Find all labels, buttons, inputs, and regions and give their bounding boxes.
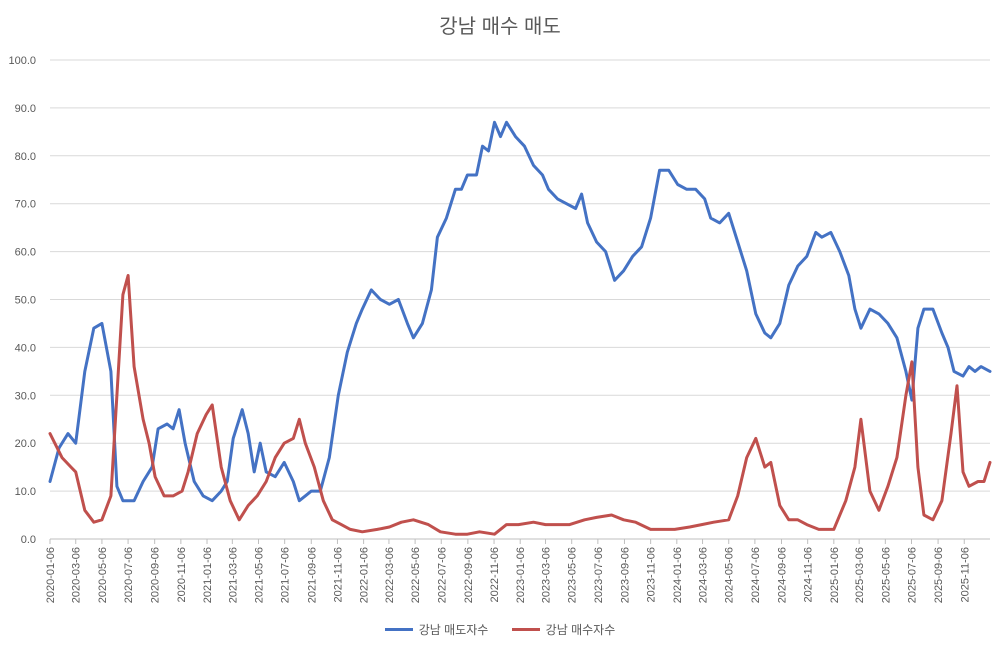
- legend-item-buy: 강남 매수자수: [511, 621, 616, 638]
- legend-label-buy: 강남 매수자수: [545, 623, 616, 637]
- x-tick-label: 2022-11-06: [489, 547, 501, 602]
- y-axis: 0.0 10.0 20.0 30.0 40.0 50.0 60.0 70.0 80.0 90.0 1…: [8, 55, 36, 546]
- x-tick-label: 2020-03-06: [71, 547, 83, 603]
- y-tick-label: 70.0: [15, 199, 36, 211]
- y-tick-label: 60.0: [15, 247, 36, 259]
- series-line-sell: [48, 120, 992, 503]
- y-tick-label: 30.0: [15, 390, 36, 402]
- legend-swatch-sell: [384, 628, 413, 631]
- x-tick-label: 2025-03-06: [854, 547, 866, 603]
- x-axis: 2020-01-06 2020-03-06 2020-05-06 2020-07-06…: [45, 538, 990, 603]
- gridlines: [50, 59, 990, 492]
- x-tick-label: 2021-05-06: [254, 547, 266, 603]
- x-tick-label: 2020-07-06: [123, 547, 135, 603]
- x-tick-label: 2022-07-06: [436, 547, 448, 603]
- chart-title: 강남 매수 매도: [439, 16, 561, 38]
- legend-item-sell: 강남 매도자수: [384, 621, 489, 638]
- x-tick-label: 2022-03-06: [384, 547, 396, 603]
- x-tick-label: 2021-11-06: [332, 547, 344, 602]
- y-tick-label: 90.0: [15, 103, 36, 115]
- x-tick-label: 2023-03-06: [541, 547, 553, 603]
- series-lines: [48, 120, 992, 536]
- x-tick-label: 2023-01-06: [515, 547, 527, 603]
- y-tick-label: 100.0: [8, 55, 36, 67]
- y-tick-label: 80.0: [15, 151, 36, 163]
- series-line-buy: [48, 274, 992, 536]
- x-tick-label: 2024-05-06: [724, 547, 736, 603]
- x-tick-label: 2021-03-06: [227, 547, 239, 603]
- x-tick-label: 2020-09-06: [150, 547, 162, 603]
- x-tick-label: 2024-03-06: [698, 547, 710, 603]
- x-tick-label: 2024-01-06: [672, 547, 684, 603]
- legend-label-sell: 강남 매도자수: [418, 623, 489, 637]
- x-tick-label: 2023-05-06: [567, 547, 579, 603]
- x-tick-label: 2025-09-06: [933, 547, 945, 603]
- x-tick-label: 2020-05-06: [97, 547, 109, 603]
- y-tick-label: 50.0: [15, 295, 36, 307]
- x-tick-label: 2025-07-06: [906, 547, 918, 603]
- x-tick-label: 2022-01-06: [359, 547, 371, 603]
- x-tick-label: 2022-09-06: [463, 547, 475, 603]
- legend: 강남 매도자수 강남 매수자수: [0, 620, 1000, 638]
- x-tick-label: 2020-01-06: [45, 547, 57, 603]
- x-tick-label: 2025-05-06: [880, 547, 892, 603]
- x-tick-label: 2023-07-06: [593, 547, 605, 603]
- x-tick-label: 2024-07-06: [750, 547, 762, 603]
- y-tick-label: 40.0: [15, 342, 36, 354]
- x-tick-label: 2024-09-06: [776, 547, 788, 603]
- x-tick-label: 2020-11-06: [176, 547, 188, 602]
- y-tick-label: 0.0: [21, 534, 36, 546]
- x-tick-label: 2025-11-06: [959, 547, 971, 602]
- y-tick-label: 20.0: [15, 438, 36, 450]
- x-tick-label: 2021-09-06: [306, 547, 318, 603]
- legend-swatch-buy: [511, 628, 540, 631]
- x-tick-label: 2023-11-06: [646, 547, 658, 602]
- x-tick-label: 2022-05-06: [410, 547, 422, 603]
- x-tick-label: 2021-01-06: [202, 547, 214, 603]
- x-tick-label: 2025-01-06: [829, 547, 841, 603]
- x-tick-label: 2023-09-06: [619, 547, 631, 603]
- x-tick-label: 2021-07-06: [280, 547, 292, 603]
- y-tick-label: 10.0: [15, 486, 36, 498]
- x-tick-label: 2024-11-06: [803, 547, 815, 602]
